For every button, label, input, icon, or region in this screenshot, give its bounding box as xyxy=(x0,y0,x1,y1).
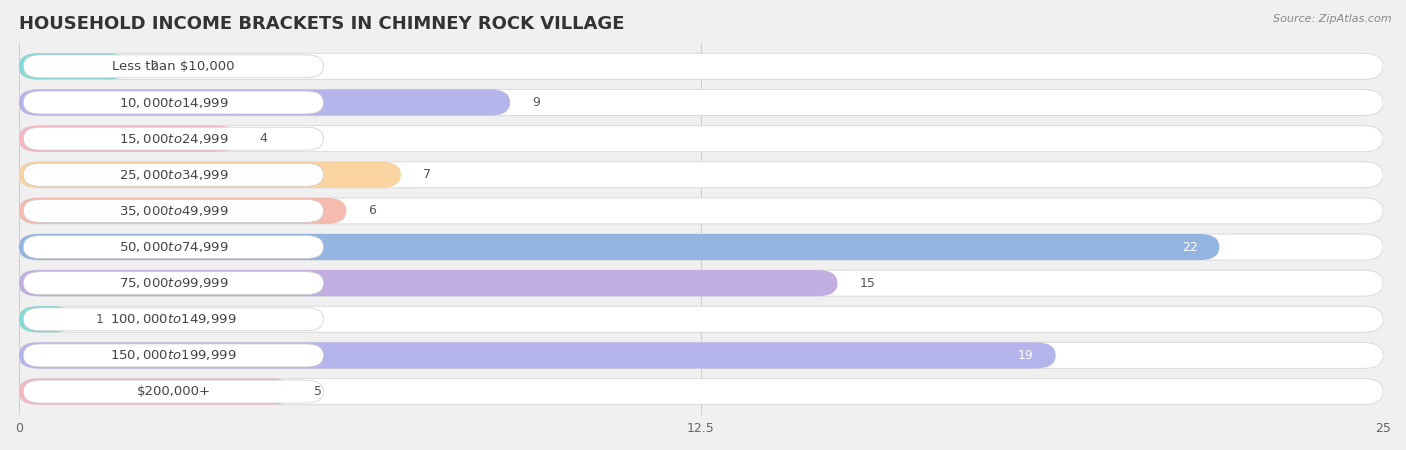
Text: 15: 15 xyxy=(859,277,875,290)
Text: $50,000 to $74,999: $50,000 to $74,999 xyxy=(118,240,228,254)
FancyBboxPatch shape xyxy=(24,308,323,331)
Text: 2: 2 xyxy=(150,60,157,73)
FancyBboxPatch shape xyxy=(24,163,323,186)
FancyBboxPatch shape xyxy=(20,54,128,79)
FancyBboxPatch shape xyxy=(20,306,1384,332)
FancyBboxPatch shape xyxy=(20,342,1056,369)
FancyBboxPatch shape xyxy=(20,90,1384,116)
FancyBboxPatch shape xyxy=(20,234,1219,260)
FancyBboxPatch shape xyxy=(20,90,510,116)
Text: 22: 22 xyxy=(1182,241,1198,253)
FancyBboxPatch shape xyxy=(20,162,1384,188)
Text: 9: 9 xyxy=(531,96,540,109)
FancyBboxPatch shape xyxy=(24,55,323,78)
Text: 4: 4 xyxy=(259,132,267,145)
Text: 1: 1 xyxy=(96,313,103,326)
Text: 5: 5 xyxy=(314,385,322,398)
FancyBboxPatch shape xyxy=(20,162,401,188)
FancyBboxPatch shape xyxy=(20,234,1384,260)
Text: $35,000 to $49,999: $35,000 to $49,999 xyxy=(118,204,228,218)
Text: $150,000 to $199,999: $150,000 to $199,999 xyxy=(110,348,236,362)
FancyBboxPatch shape xyxy=(20,270,1384,296)
FancyBboxPatch shape xyxy=(20,198,346,224)
FancyBboxPatch shape xyxy=(20,306,73,332)
FancyBboxPatch shape xyxy=(20,378,292,405)
FancyBboxPatch shape xyxy=(20,378,1384,405)
FancyBboxPatch shape xyxy=(24,236,323,258)
Text: 6: 6 xyxy=(368,204,375,217)
Text: $25,000 to $34,999: $25,000 to $34,999 xyxy=(118,168,228,182)
Text: 7: 7 xyxy=(423,168,430,181)
FancyBboxPatch shape xyxy=(24,272,323,295)
FancyBboxPatch shape xyxy=(20,342,1384,369)
Text: 19: 19 xyxy=(1018,349,1033,362)
FancyBboxPatch shape xyxy=(24,380,323,403)
FancyBboxPatch shape xyxy=(20,54,1384,79)
FancyBboxPatch shape xyxy=(20,198,1384,224)
Text: $75,000 to $99,999: $75,000 to $99,999 xyxy=(118,276,228,290)
Text: HOUSEHOLD INCOME BRACKETS IN CHIMNEY ROCK VILLAGE: HOUSEHOLD INCOME BRACKETS IN CHIMNEY ROC… xyxy=(20,15,624,33)
Text: Source: ZipAtlas.com: Source: ZipAtlas.com xyxy=(1274,14,1392,23)
FancyBboxPatch shape xyxy=(24,199,323,222)
FancyBboxPatch shape xyxy=(24,344,323,367)
Text: $100,000 to $149,999: $100,000 to $149,999 xyxy=(110,312,236,326)
Text: $15,000 to $24,999: $15,000 to $24,999 xyxy=(118,132,228,146)
Text: $200,000+: $200,000+ xyxy=(136,385,211,398)
FancyBboxPatch shape xyxy=(20,126,238,152)
Text: Less than $10,000: Less than $10,000 xyxy=(112,60,235,73)
FancyBboxPatch shape xyxy=(20,270,838,296)
FancyBboxPatch shape xyxy=(24,91,323,114)
Text: $10,000 to $14,999: $10,000 to $14,999 xyxy=(118,95,228,109)
FancyBboxPatch shape xyxy=(20,126,1384,152)
FancyBboxPatch shape xyxy=(24,127,323,150)
